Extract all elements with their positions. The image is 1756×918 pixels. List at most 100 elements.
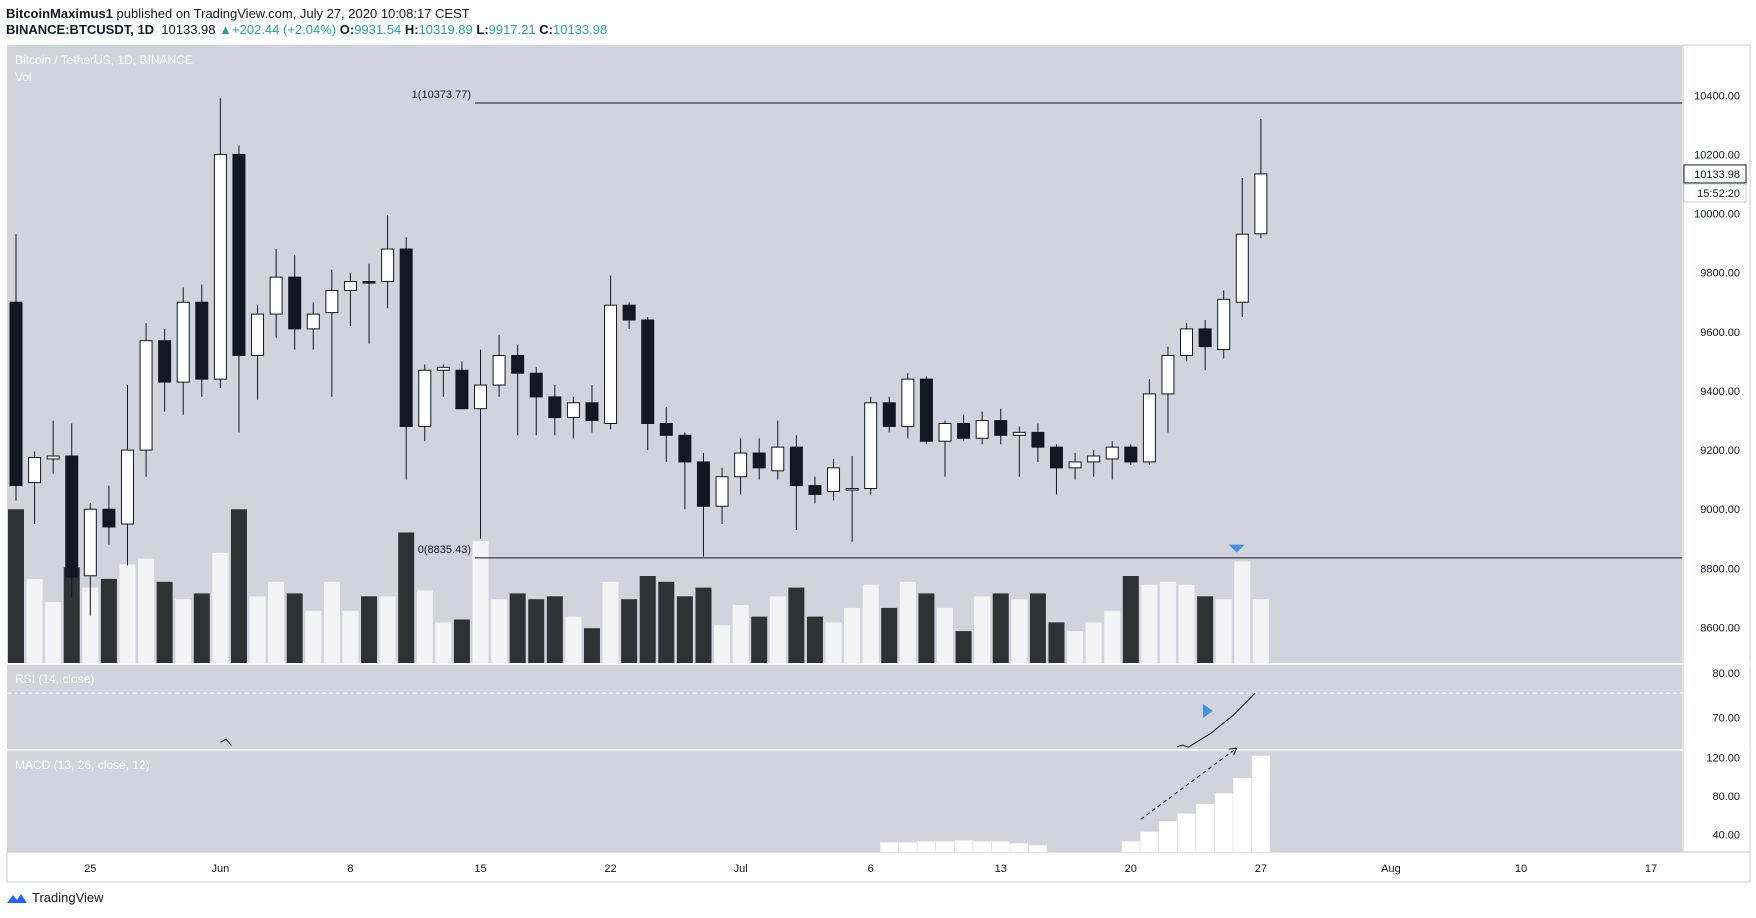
rsi-tick-label: 70.00 — [1712, 713, 1740, 725]
price-pane[interactable] — [7, 45, 1682, 663]
rsi-pane[interactable] — [7, 664, 1682, 749]
volume-bar — [193, 593, 210, 663]
candle[interactable] — [938, 422, 952, 442]
candle[interactable] — [232, 153, 246, 356]
close-label: C: — [539, 22, 554, 37]
candle[interactable] — [436, 366, 450, 371]
candle[interactable] — [455, 369, 469, 410]
candle[interactable] — [1180, 328, 1194, 356]
candle[interactable] — [511, 354, 525, 374]
time-tick-label: 10 — [1515, 863, 1527, 875]
candle[interactable] — [1124, 446, 1138, 463]
candle[interactable] — [1161, 354, 1175, 395]
candle[interactable] — [288, 276, 302, 330]
last-price-label: 10133.98 — [1694, 169, 1740, 181]
volume-bar — [1085, 622, 1102, 663]
candle[interactable] — [566, 402, 580, 419]
candle[interactable] — [269, 276, 283, 315]
candle[interactable] — [957, 422, 971, 439]
candle[interactable] — [195, 301, 209, 380]
time-tick-label: 27 — [1255, 863, 1267, 875]
candle[interactable] — [864, 402, 878, 490]
candle[interactable] — [1068, 461, 1082, 469]
candle[interactable] — [901, 378, 915, 427]
candle[interactable] — [176, 301, 190, 383]
macd-pane[interactable] — [7, 750, 1682, 852]
candle[interactable] — [1105, 446, 1119, 460]
candle[interactable] — [622, 304, 636, 321]
candle[interactable] — [1142, 393, 1156, 463]
candle[interactable] — [381, 248, 395, 283]
candle[interactable] — [604, 304, 618, 424]
trend-arrow-line[interactable] — [1140, 747, 1238, 820]
candle[interactable] — [678, 434, 692, 463]
candle[interactable] — [1012, 431, 1026, 436]
volume-bar — [1197, 596, 1214, 663]
candle[interactable] — [1254, 173, 1268, 235]
volume-bar — [602, 581, 619, 663]
candle[interactable] — [529, 372, 543, 398]
candle[interactable] — [158, 340, 172, 383]
candle[interactable] — [418, 369, 432, 427]
candle[interactable] — [362, 281, 376, 284]
volume-bar — [453, 619, 470, 663]
candle[interactable] — [1049, 446, 1063, 469]
candle[interactable] — [139, 340, 153, 451]
candle[interactable] — [474, 384, 487, 410]
candle[interactable] — [919, 378, 933, 442]
candle[interactable] — [46, 455, 60, 460]
candle[interactable] — [771, 446, 785, 472]
candle[interactable] — [251, 313, 265, 356]
volume-bar — [45, 602, 62, 663]
volume-bar — [26, 578, 43, 663]
candle[interactable] — [548, 396, 562, 419]
price-tick-label: 9400.00 — [1700, 386, 1740, 398]
candle[interactable] — [492, 354, 506, 386]
candle[interactable] — [827, 467, 841, 492]
volume-legend: Vol — [15, 70, 32, 84]
change-text: ▲+202.44 (+2.04%) — [219, 22, 336, 37]
candle[interactable] — [696, 461, 710, 507]
candle[interactable] — [325, 289, 339, 314]
high-label: H: — [404, 22, 419, 37]
candle[interactable] — [28, 456, 42, 484]
candle[interactable] — [343, 281, 357, 291]
candle[interactable] — [641, 319, 655, 424]
candle[interactable] — [808, 485, 822, 495]
volume-bar — [416, 590, 433, 663]
candle[interactable] — [659, 422, 673, 436]
last-price: 10133.98 — [161, 22, 216, 37]
volume-bar — [63, 567, 80, 663]
candle[interactable] — [715, 476, 729, 507]
candle[interactable] — [734, 452, 748, 478]
macd-legend: MACD (13, 26, close, 12) — [15, 758, 150, 772]
candle[interactable] — [845, 488, 859, 491]
candle[interactable] — [789, 446, 803, 487]
candle[interactable] — [120, 449, 134, 525]
candle[interactable] — [975, 420, 989, 439]
candle[interactable] — [1235, 233, 1249, 303]
candle[interactable] — [83, 508, 97, 577]
candle[interactable] — [1087, 455, 1101, 463]
candle[interactable] — [1217, 298, 1231, 351]
author-name[interactable]: BitcoinMaximus1 — [6, 6, 113, 21]
candle[interactable] — [585, 402, 599, 422]
candle[interactable] — [1198, 328, 1212, 348]
candle[interactable] — [994, 420, 1008, 436]
candle[interactable] — [9, 301, 23, 487]
price-tick-label: 9200.00 — [1700, 445, 1740, 457]
time-axis[interactable] — [6, 851, 1751, 883]
candle[interactable] — [752, 452, 766, 469]
candle[interactable] — [306, 313, 320, 330]
volume-bar — [1252, 599, 1269, 663]
candle[interactable] — [102, 508, 116, 528]
candle[interactable] — [882, 402, 896, 427]
candle[interactable] — [65, 455, 79, 578]
tradingview-label: TradingView — [32, 890, 104, 905]
candle[interactable] — [1031, 431, 1045, 448]
candle[interactable] — [213, 153, 227, 380]
macd-histogram-bar — [1233, 777, 1252, 852]
countdown-marker — [1683, 183, 1747, 203]
candle[interactable] — [399, 248, 413, 427]
